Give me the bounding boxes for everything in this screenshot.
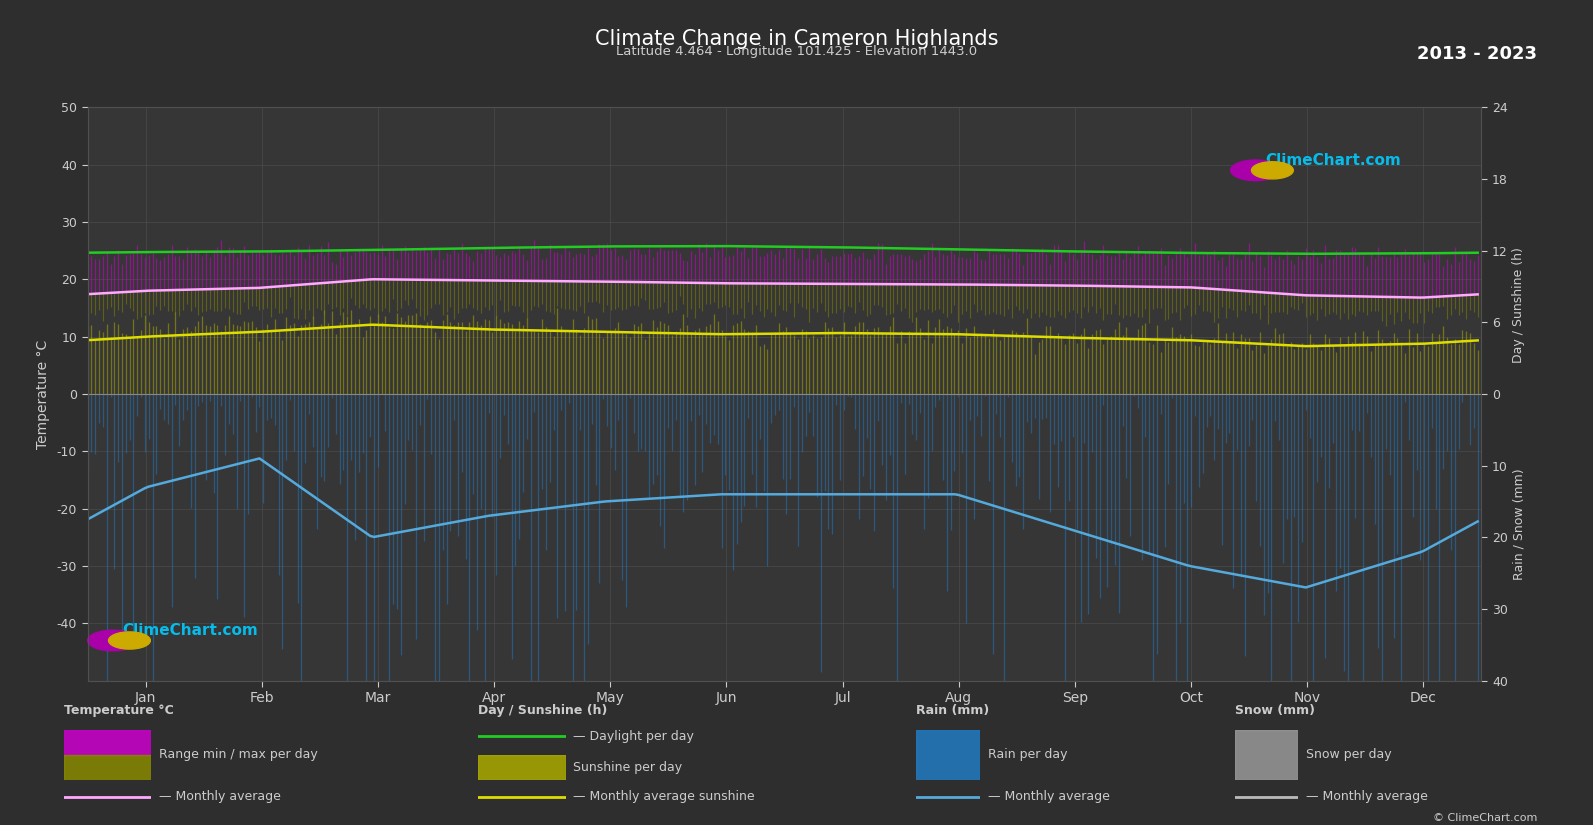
Circle shape [108,632,150,649]
Bar [64,730,151,755]
Text: Rain (mm): Rain (mm) [916,704,989,717]
Y-axis label: Temperature °C: Temperature °C [37,339,49,449]
Text: Rain per day: Rain per day [988,748,1067,761]
Circle shape [1231,160,1281,181]
Bar [64,755,151,780]
Text: ClimeChart.com: ClimeChart.com [123,624,258,639]
Text: Latitude 4.464 - Longitude 101.425 - Elevation 1443.0: Latitude 4.464 - Longitude 101.425 - Ele… [616,45,977,59]
Text: — Monthly average: — Monthly average [988,790,1110,804]
Text: Rain / Snow (mm): Rain / Snow (mm) [1512,468,1526,580]
Circle shape [1252,162,1294,179]
Text: Temperature °C: Temperature °C [64,704,174,717]
Text: Snow (mm): Snow (mm) [1235,704,1314,717]
Text: — Monthly average: — Monthly average [159,790,282,804]
Text: Day / Sunshine (h): Day / Sunshine (h) [478,704,607,717]
Text: 2013 - 2023: 2013 - 2023 [1418,45,1537,64]
Text: Snow per day: Snow per day [1306,748,1392,761]
Text: Climate Change in Cameron Highlands: Climate Change in Cameron Highlands [594,29,999,49]
Text: Range min / max per day: Range min / max per day [159,748,319,761]
Text: — Monthly average: — Monthly average [1306,790,1429,804]
Text: — Monthly average sunshine: — Monthly average sunshine [573,790,755,804]
Text: Sunshine per day: Sunshine per day [573,761,683,774]
Text: ClimeChart.com: ClimeChart.com [1265,153,1402,168]
Text: — Daylight per day: — Daylight per day [573,730,695,743]
Text: © ClimeChart.com: © ClimeChart.com [1432,813,1537,823]
Circle shape [88,630,139,651]
Text: Day / Sunshine (h): Day / Sunshine (h) [1512,248,1526,363]
